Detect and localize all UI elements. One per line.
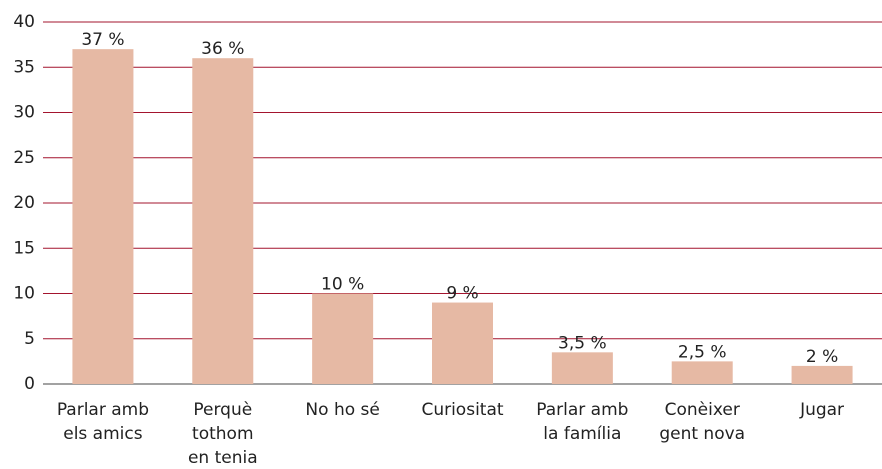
bar — [791, 365, 853, 384]
value-label: 2 % — [806, 347, 838, 367]
value-label: 2,5 % — [678, 342, 727, 362]
y-tick-label: 30 — [13, 103, 35, 123]
x-tick-label-line: gent nova — [659, 424, 745, 444]
x-tick-label-line: Curiositat — [421, 400, 503, 420]
y-tick-label: 0 — [24, 374, 35, 394]
y-tick-label: 15 — [13, 238, 35, 258]
x-tick-label: Jugar — [799, 400, 844, 420]
bar — [671, 361, 733, 384]
value-label: 37 % — [81, 30, 124, 50]
x-tick-label-line: la família — [543, 424, 621, 444]
bar — [72, 49, 134, 385]
y-tick-label: 5 — [24, 329, 35, 349]
bar — [432, 302, 493, 384]
value-label: 10 % — [321, 275, 364, 295]
bar — [551, 352, 613, 384]
y-tick-label: 25 — [13, 148, 35, 168]
value-label: 9 % — [446, 284, 478, 304]
x-tick-label: Parlar amb els amics — [57, 400, 149, 444]
value-label: 36 % — [201, 39, 244, 59]
y-tick-label: 20 — [13, 193, 35, 213]
x-tick-label: Perquè tothom en tenia — [188, 400, 258, 468]
bar — [312, 293, 374, 384]
y-tick-label: 35 — [13, 57, 35, 77]
bar — [192, 58, 254, 384]
x-tick-label: No ho sé — [305, 400, 379, 420]
x-tick-label-line: Parlar amb — [536, 400, 628, 420]
x-tick-label-line: els amics — [63, 424, 142, 444]
x-tick-label: Parlar amb la família — [536, 400, 628, 444]
y-tick-label: 40 — [13, 12, 35, 32]
x-tick-label-line: Conèixer — [665, 400, 740, 420]
x-tick-label: Curiositat — [421, 400, 503, 420]
x-tick-label: Conèixer gent nova — [659, 400, 745, 444]
x-tick-label-line: Jugar — [799, 400, 844, 420]
x-tick-label-line: en tenia — [188, 448, 258, 468]
x-tick-label-line: Perquè — [193, 400, 252, 420]
x-tick-label-line: Parlar amb — [57, 400, 149, 420]
value-label: 3,5 % — [558, 333, 607, 353]
x-tick-label-line: No ho sé — [305, 400, 379, 420]
y-tick-label: 10 — [13, 284, 35, 304]
x-tick-label-line: tothom — [192, 424, 253, 444]
